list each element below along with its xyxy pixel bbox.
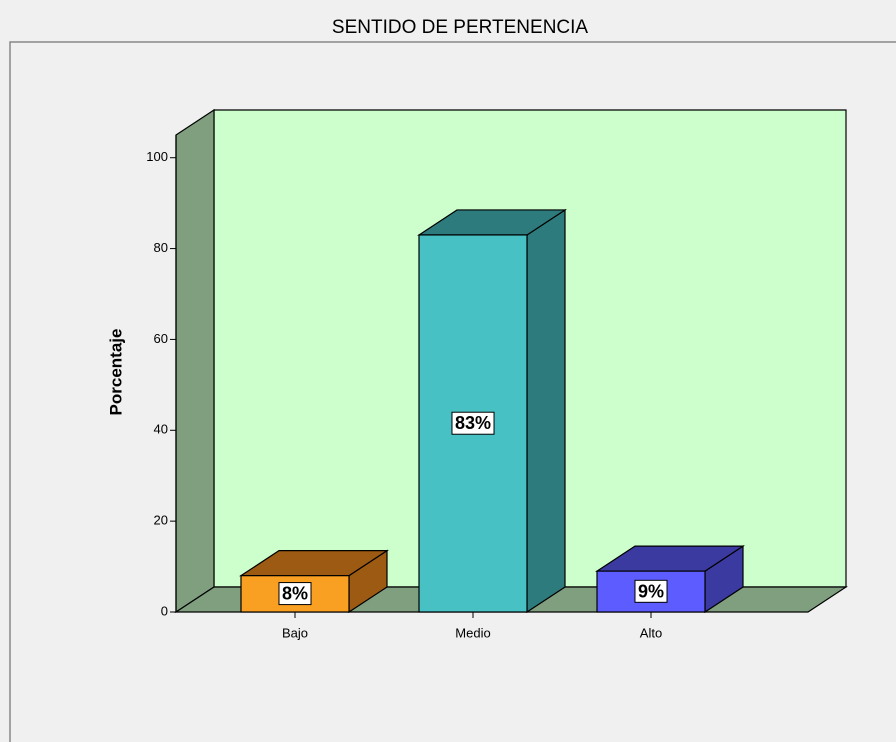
y-tick-label: 80 [154, 240, 168, 255]
frame [9, 41, 896, 742]
y-tick-label: 100 [146, 149, 168, 164]
chart-title: SENTIDO DE PERTENENCIA [332, 17, 589, 38]
x-tick-label: Bajo [282, 625, 308, 640]
y-tick-label: 20 [154, 513, 168, 528]
value-label: 8% [282, 584, 308, 604]
value-label: 83% [455, 413, 491, 433]
left-wall [175, 108, 215, 614]
value-label-box [634, 579, 668, 603]
value-label: 9% [638, 581, 664, 601]
x-tick-label: Alto [640, 625, 662, 640]
y-tick-label: 0 [161, 603, 168, 618]
value-label-box [451, 411, 495, 435]
y-tick-label: 40 [154, 422, 168, 437]
y-tick-label: 60 [154, 331, 168, 346]
bar-side [526, 208, 566, 614]
x-tick-label: Medio [455, 625, 490, 640]
y-axis-label: Porcentaje [106, 329, 125, 416]
value-label-box [278, 582, 312, 606]
